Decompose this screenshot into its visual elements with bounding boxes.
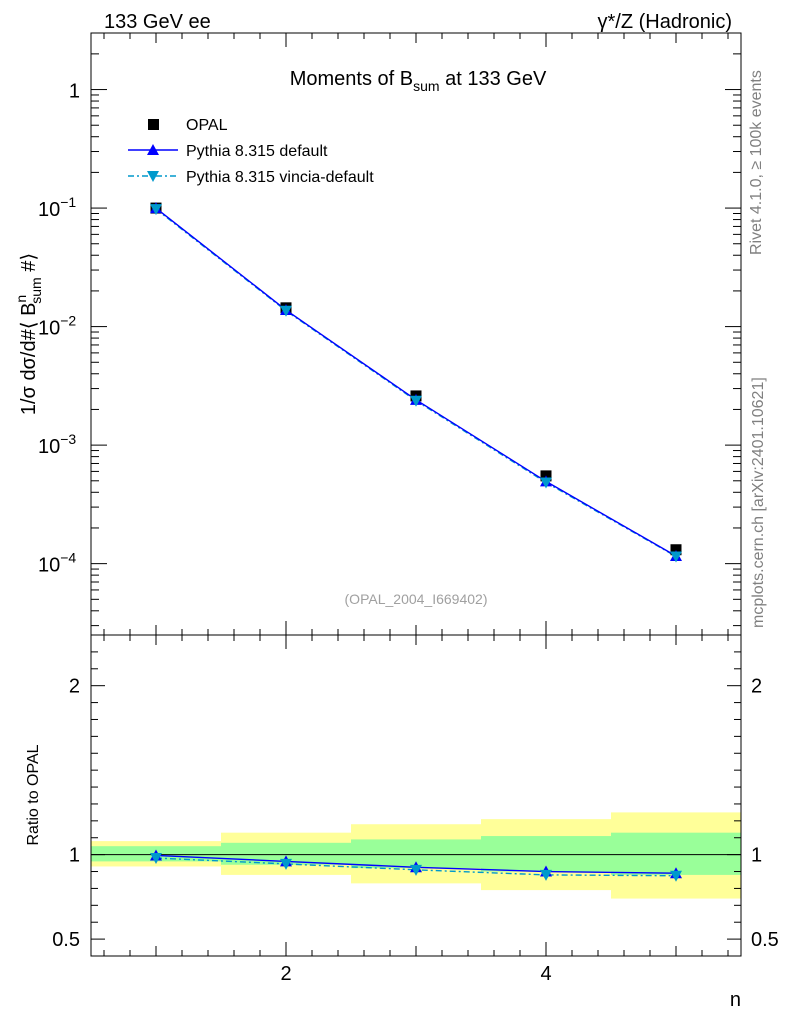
ratio-y-axis-label: Ratio to OPAL: [25, 744, 42, 845]
ratio-pythia-vincia-point: [150, 853, 162, 865]
legend-marker-pythia-vincia: [147, 171, 159, 182]
legend-label-pythia-vincia: Pythia 8.315 vincia-default: [186, 169, 374, 186]
header-left-label: 133 GeV ee: [104, 11, 211, 33]
mcplots-label: mcplots.cern.ch [arXiv:2401.10621]: [750, 377, 767, 628]
header-right-label: γ*/Z (Hadronic): [598, 11, 732, 33]
ratio-bands: [91, 812, 741, 899]
y-axis-label: 1/σ dσ/d#⟨ Bnsum #⟩: [13, 253, 44, 415]
ratio-line-pythia-vincia: [155, 857, 677, 877]
y-tick-label: 10−2: [38, 313, 76, 340]
ratio-tick-labels: 0.5 0.5 1 1 2 2: [52, 676, 779, 951]
legend-label-opal: OPAL: [186, 117, 228, 134]
ratio-pythia-vincia-point: [280, 858, 292, 870]
legend-marker-opal: [148, 119, 159, 130]
ratio-data: [150, 849, 682, 882]
legend-marker-pythia-default: [147, 144, 159, 155]
pythia-vincia-point: [150, 204, 162, 216]
opal-point: [670, 544, 682, 556]
ratio-tick-label-left: 0.5: [52, 929, 80, 951]
legend: OPAL Pythia 8.315 default Pythia 8.315 v…: [128, 117, 374, 186]
y-tick-label: 1: [69, 81, 80, 103]
y-tick-labels: 1 10−1 10−2 10−3 10−4: [38, 81, 80, 577]
y-tick-label: 10−4: [38, 550, 76, 577]
pythia-vincia-point: [280, 305, 292, 317]
ratio-tick-label-left: 1: [69, 845, 80, 867]
ratio-plot-frame: [90, 634, 742, 957]
ratio-pythia-vincia-point: [540, 869, 552, 881]
series-line-pythia-vincia: [155, 208, 677, 558]
axis-ticks: [91, 32, 741, 956]
series-line-pythia-default: [155, 207, 677, 557]
rivet-version-label: Rivet 4.1.0, ≥ 100k events: [748, 70, 765, 255]
ratio-pythia-vincia-point: [410, 864, 422, 876]
y-tick-label: 10−3: [38, 431, 76, 458]
pythia-vincia-point: [410, 395, 422, 407]
ratio-tick-label-right: 1: [751, 845, 762, 867]
ratio-tick-label-left: 2: [69, 676, 80, 698]
chart-title: Moments of Bsum at 133 GeV: [290, 68, 547, 94]
pythia-vincia-point: [540, 477, 552, 489]
x-tick-label: 4: [540, 963, 551, 985]
ratio-pythia-vincia-point: [670, 870, 682, 882]
x-axis-label: n: [730, 989, 741, 1011]
analysis-id-label: (OPAL_2004_I669402): [345, 591, 488, 607]
ratio-tick-label-right: 0.5: [751, 929, 779, 951]
ratio-tick-label-right: 2: [751, 676, 762, 698]
pythia-vincia-point: [670, 551, 682, 563]
legend-label-pythia-default: Pythia 8.315 default: [186, 143, 328, 160]
main-data: [150, 202, 682, 563]
y-tick-label: 10−1: [38, 194, 76, 221]
x-tick-label: 2: [280, 963, 291, 985]
